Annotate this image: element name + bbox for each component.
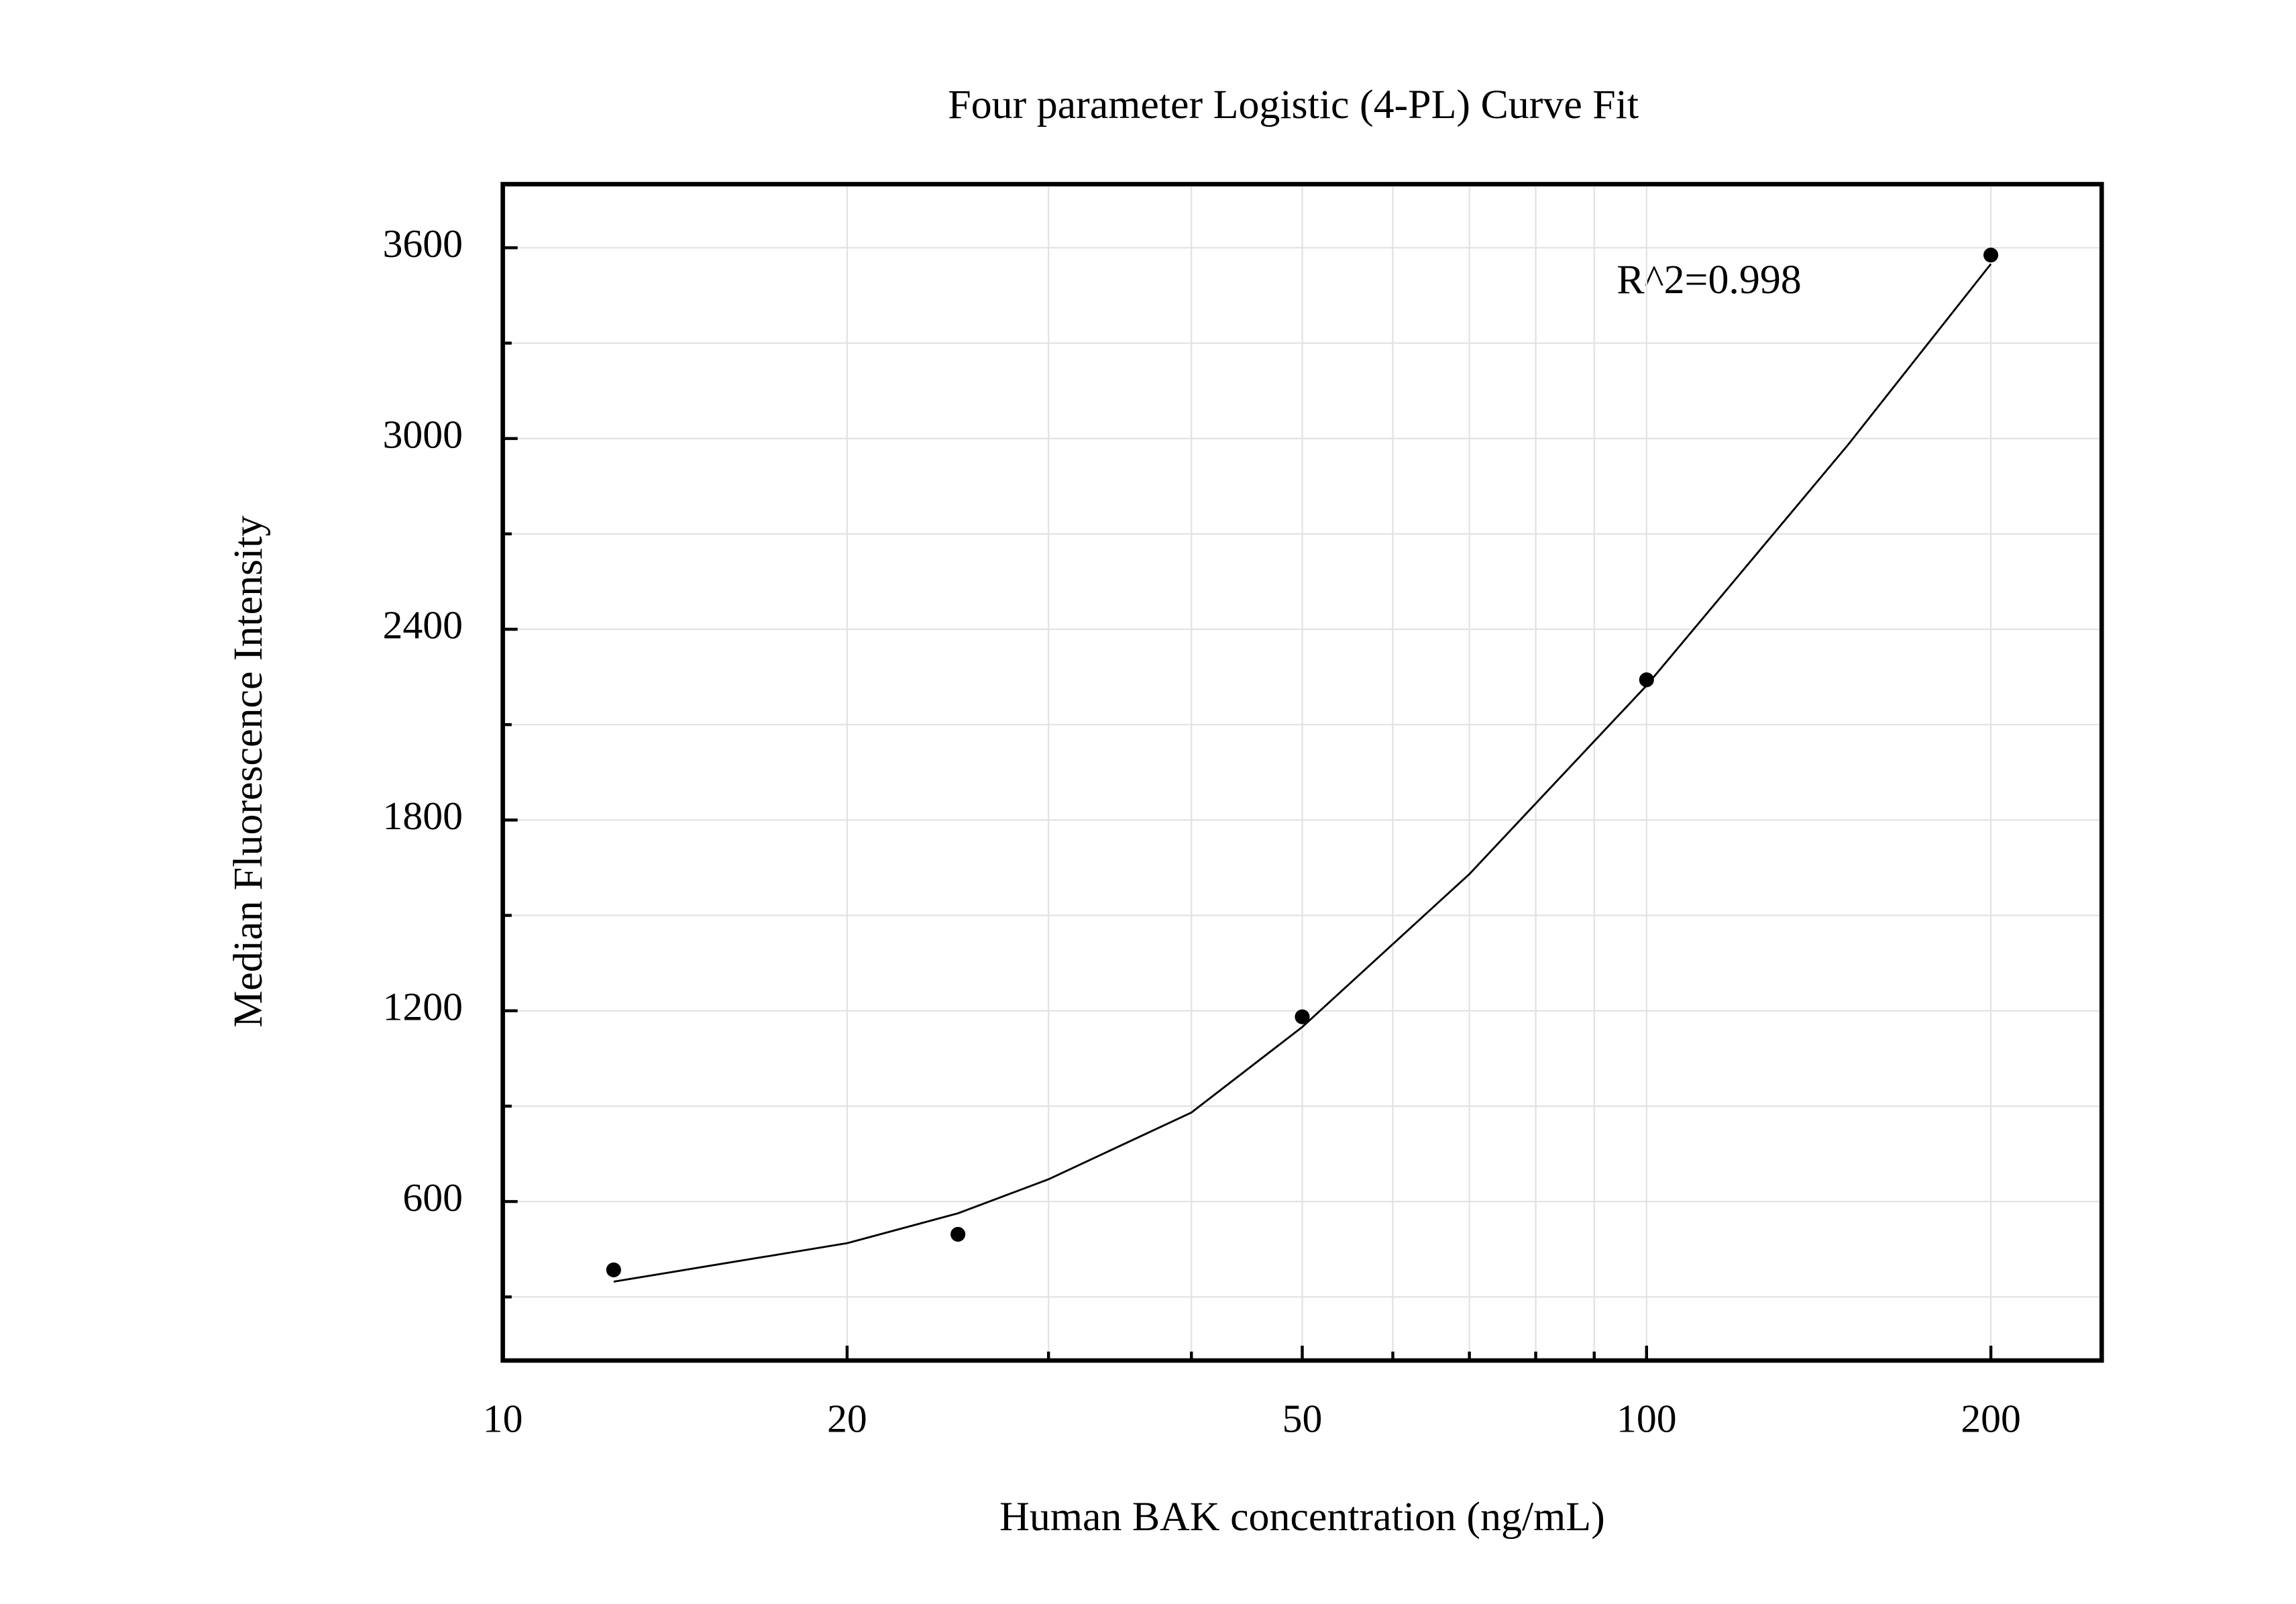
plot-frame <box>500 182 2104 1363</box>
y-tick-label: 2400 <box>383 603 463 647</box>
annotation: R^2=0.998 <box>1617 257 1802 303</box>
y-axis-label: Median Fluorescence Intensity <box>225 515 271 1027</box>
data-point <box>1639 672 1654 688</box>
y-tick-label: 1800 <box>383 794 463 838</box>
data-point <box>1983 248 1999 263</box>
y-tick-label: 600 <box>402 1175 463 1220</box>
y-tick-label: 3000 <box>383 412 463 456</box>
x-axis-label: Human BAK concentration (ng/mL) <box>999 1494 1605 1540</box>
x-tick-label: 200 <box>1961 1397 2021 1441</box>
y-tick-label: 1200 <box>383 984 463 1028</box>
x-tick-label: 50 <box>1282 1397 1323 1441</box>
fit-curve <box>613 263 1992 1283</box>
data-point <box>1295 1009 1310 1024</box>
y-tick-label: 3600 <box>383 221 463 266</box>
chart-title: Four parameter Logistic (4-PL) Curve Fit <box>948 82 1639 127</box>
x-tick-label: 20 <box>827 1397 867 1441</box>
data-point <box>606 1262 621 1278</box>
x-tick-label: 100 <box>1617 1397 1677 1441</box>
data-point <box>950 1226 966 1242</box>
x-tick-label: 10 <box>483 1397 523 1441</box>
